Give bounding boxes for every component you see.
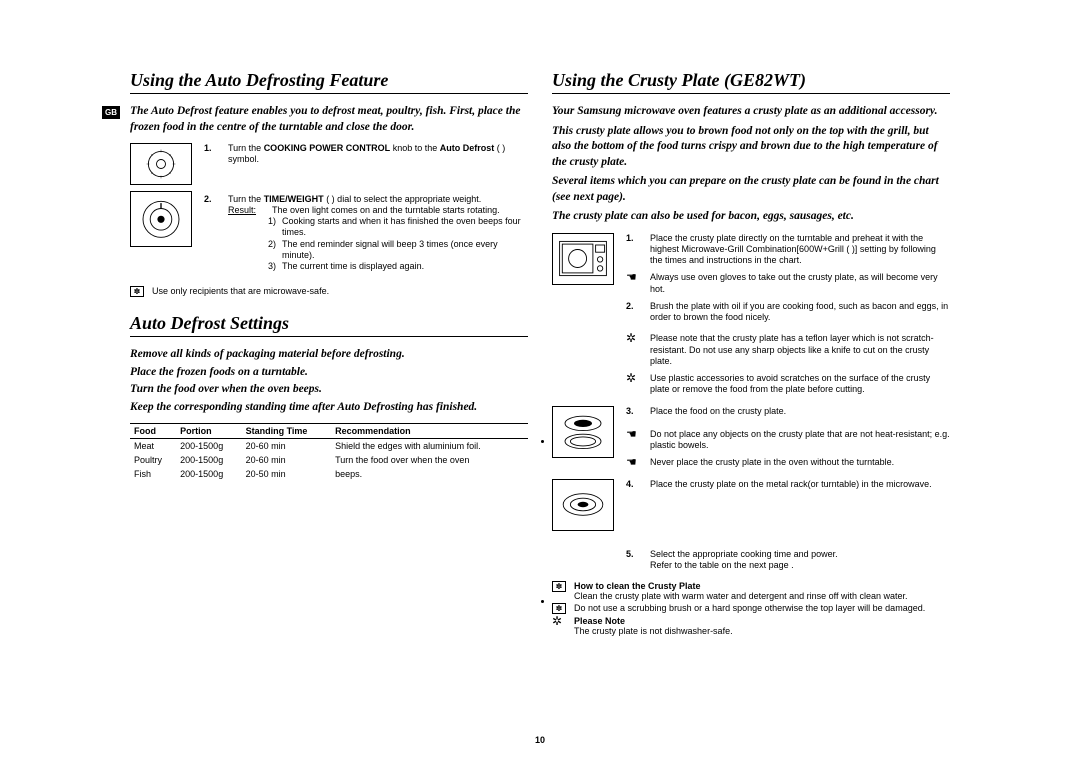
section-title-defrost-settings: Auto Defrost Settings [130,313,528,337]
table-row: Fish 200-1500g 20-50 min beeps. [130,467,528,481]
language-badge: GB [102,106,120,119]
page-number: 10 [0,735,1080,745]
settings-intro-c: Turn the food over when the oven beeps. [130,382,528,398]
crusty-step-4: Place the crusty plate on the metal rack… [650,479,950,490]
crusty-step-3-warn-a: Do not place any objects on the crusty p… [650,429,950,452]
please-text: The crusty plate is not dishwasher-safe. [574,626,733,636]
gutter-dots [540,70,546,636]
step-number: 1. [626,233,640,267]
step-number: 4. [626,479,640,490]
step-number: 5. [626,549,640,572]
step-number: 2. [626,301,640,324]
cooking-power-dial-illustration [130,143,192,185]
star-icon: ✲ [552,616,566,636]
crusty-plate-rack-illustration [552,479,614,531]
star-icon: ✲ [626,373,640,396]
crusty-step-5: Select the appropriate cooking time and … [650,549,950,572]
crusty-step-3: Place the food on the crusty plate. [650,406,950,417]
crusty-intro-d: The crusty plate can also be used for ba… [552,209,950,225]
col-standing: Standing Time [242,424,332,439]
pointing-hand-icon: ☚ [626,429,640,452]
step-1-text: Turn the COOKING POWER CONTROL knob to t… [228,143,528,166]
note-icon: ✽ [552,581,566,592]
note-icon: ✽ [552,603,566,614]
crusty-step-2: Brush the plate with oil if you are cook… [650,301,950,324]
step-number: 2. [204,194,218,273]
settings-intro-b: Place the frozen foods on a turntable. [130,365,528,381]
settings-intro-d: Keep the corresponding standing time aft… [130,400,528,416]
table-row: Poultry 200-1500g 20-60 min Turn the foo… [130,453,528,467]
crusty-intro-c: Several items which you can prepare on t… [552,174,950,205]
section-title-crusty-plate: Using the Crusty Plate (GE82WT) [552,70,950,94]
please-note: ✲ Please Note The crusty plate is not di… [552,616,950,636]
defrost-settings-table: Food Portion Standing Time Recommendatio… [130,423,528,481]
note-icon: ✽ [130,286,144,297]
pointing-hand-icon: ☚ [626,272,640,295]
clean-heading: How to clean the Crusty Plate [574,581,701,591]
clean-text: Clean the crusty plate with warm water a… [574,591,908,601]
section-title-auto-defrost: Using the Auto Defrosting Feature [130,70,528,94]
crusty-step-1-warn: Always use oven gloves to take out the c… [650,272,950,295]
crusty-intro-b: This crusty plate allows you to brown fo… [552,124,950,171]
crusty-note-plastic: Use plastic accessories to avoid scratch… [650,373,950,396]
crusty-plate-food-illustration [552,406,614,458]
crusty-note-teflon: Please note that the crusty plate has a … [650,333,950,367]
step-number: 1. [204,143,218,166]
left-column: GB Using the Auto Defrosting Feature The… [130,70,528,636]
table-row: Meat 200-1500g 20-60 min Shield the edge… [130,439,528,454]
microwave-illustration [552,233,614,285]
please-heading: Please Note [574,616,625,626]
scrub-note: ✽ Do not use a scrubbing brush or a hard… [552,603,950,614]
time-weight-dial-illustration [130,191,192,247]
crusty-step-3-warn-b: Never place the crusty plate in the oven… [650,457,950,468]
col-portion: Portion [176,424,241,439]
pointing-hand-icon: ☚ [626,457,640,468]
col-recommendation: Recommendation [331,424,528,439]
crusty-intro-a: Your Samsung microwave oven features a c… [552,104,950,120]
star-icon: ✲ [626,333,640,367]
auto-defrost-steps: 1. Turn the COOKING POWER CONTROL knob t… [130,143,528,278]
clean-note: ✽ How to clean the Crusty Plate Clean th… [552,581,950,601]
step-number: 3. [626,406,640,417]
right-column: Using the Crusty Plate (GE82WT) Your Sam… [552,70,950,636]
step-2-text: Turn the TIME/WEIGHT ( ) dial to select … [228,194,528,273]
note-microwave-safe: ✽ Use only recipients that are microwave… [130,286,528,297]
crusty-step-1: Place the crusty plate directly on the t… [650,233,950,267]
intro-auto-defrost: The Auto Defrost feature enables you to … [130,104,528,135]
col-food: Food [130,424,176,439]
note-text: Use only recipients that are microwave-s… [152,286,329,297]
scrub-text: Do not use a scrubbing brush or a hard s… [574,603,925,614]
settings-intro-a: Remove all kinds of packaging material b… [130,347,528,363]
